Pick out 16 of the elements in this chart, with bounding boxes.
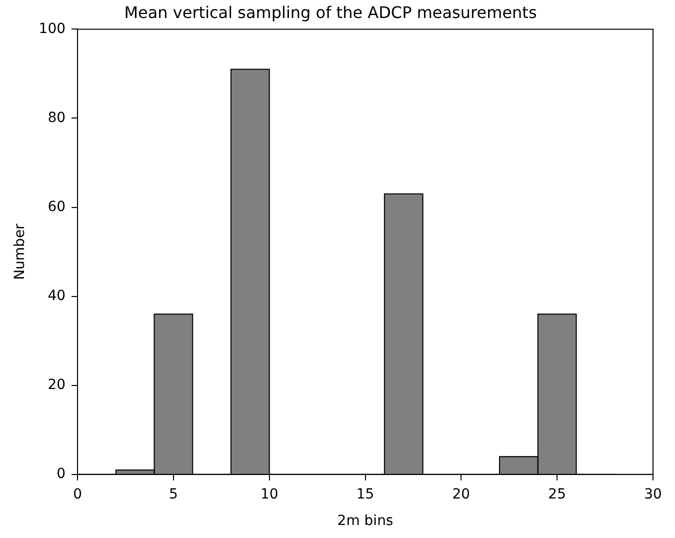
y-tick-label: 0	[56, 466, 66, 482]
chart-title: Mean vertical sampling of the ADCP measurements	[124, 2, 537, 22]
x-axis-title: 2m bins	[337, 513, 394, 530]
y-tick-label: 40	[48, 288, 66, 304]
y-tick-label: 80	[48, 110, 66, 126]
x-tick-label: 20	[452, 486, 470, 502]
x-tick-label: 5	[168, 486, 178, 502]
x-tick-label: 30	[644, 486, 662, 502]
x-tick-label: 10	[260, 486, 278, 502]
y-axis-title: Number	[12, 223, 28, 280]
y-tick-label: 100	[38, 20, 66, 37]
x-tick-label: 0	[73, 486, 82, 502]
x-tick-label: 15	[356, 486, 374, 502]
x-tick-label: 25	[548, 486, 566, 502]
y-tick-label: 20	[48, 377, 66, 393]
y-tick-label: 60	[48, 198, 66, 215]
